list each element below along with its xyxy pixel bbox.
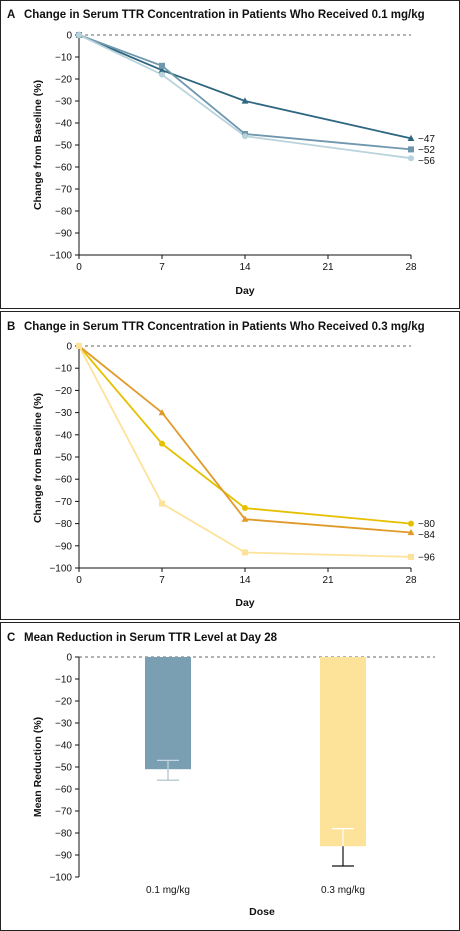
panel-a-ytick-label: −100 xyxy=(49,251,72,262)
panel-c-ytick-label: 0 xyxy=(66,653,72,664)
panel-b-series-2-point xyxy=(241,515,249,522)
panel-a-series-2-point xyxy=(408,146,414,153)
panel-b-series-1-point xyxy=(242,505,248,512)
panel-a-series-3-point xyxy=(242,133,248,140)
panel-a-xtick-label: 21 xyxy=(322,262,334,273)
panel-a-label: A xyxy=(7,9,15,21)
panel-a-xtick-label: 7 xyxy=(159,262,165,273)
panel-a-xtick-label: 14 xyxy=(239,262,251,273)
panel-b-series-3-end-label: −96 xyxy=(418,552,435,563)
panel-b-series-2-point xyxy=(158,409,166,416)
panel-b-xtick-label: 28 xyxy=(405,575,417,586)
panel-c-ytick-label: −100 xyxy=(49,873,72,884)
panel-c-ytick-label: −80 xyxy=(55,829,72,840)
panel-b-plot: 0 −10 −20 −30 −40 −50 −60 −70 −80 −90 −100 0 7 14 21 28… xyxy=(49,342,435,587)
panel-a-frame xyxy=(0,0,460,309)
panel-b-ytick-label: −50 xyxy=(55,453,72,464)
panel-a-ytick-label: −20 xyxy=(55,75,72,86)
panel-a-series-line-3 xyxy=(78,34,412,160)
panel-a-series-3-point xyxy=(76,32,82,38)
panel-b-xtick-label: 0 xyxy=(76,575,82,586)
panel-a-series-2-point xyxy=(159,62,165,69)
panel-a-xtick-label: 28 xyxy=(405,262,417,273)
panel-c-bar-1 xyxy=(145,657,191,770)
panel-a-series-3-point xyxy=(408,155,414,162)
panel-a-series-line-1 xyxy=(78,34,412,140)
panel-c-xlabel: Dose xyxy=(249,906,275,918)
panel-b-series-1-point xyxy=(408,520,414,527)
panel-c-ytick-label: −30 xyxy=(55,719,72,730)
panel-a-ytick-label: −70 xyxy=(55,185,72,196)
panel-c-ytick-label: −50 xyxy=(55,763,72,774)
panel-c-category-label-2: 0.3 mg/kg xyxy=(321,885,365,896)
panel-a-xlabel: Day xyxy=(235,285,254,297)
panel-a-ytick-label: −40 xyxy=(55,119,72,130)
panel-b-ytick-label: 0 xyxy=(66,342,72,353)
panel-a-ylabel: Change from Baseline (%) xyxy=(32,80,44,210)
panel-a-ytick-label: 0 xyxy=(66,31,72,42)
panel-a-xtick-label: 0 xyxy=(76,262,82,273)
panel-c-ytick-label: −10 xyxy=(55,675,72,686)
panel-b-series-2-point xyxy=(407,528,415,536)
panel-b-ytick-label: −20 xyxy=(55,386,72,397)
panel-c-plot: 0 −10 −20 −30 −40 −50 −60 −70 −80 −90 −100 0.1 mg/k… xyxy=(49,653,435,896)
panel-c-ytick-label: −20 xyxy=(55,697,72,708)
panel-b-series-3-point xyxy=(242,549,248,556)
panel-c-label: C xyxy=(7,632,15,644)
panel-b-series-1-end-label: −80 xyxy=(418,519,435,530)
panel-b-ytick-label: −40 xyxy=(55,430,72,441)
panel-a-ytick-label: −90 xyxy=(55,229,72,240)
panel-a-series-3-end-label: −56 xyxy=(418,156,435,167)
panel-b-series-3-point xyxy=(76,343,82,349)
panel-b-ytick-label: −30 xyxy=(55,408,72,419)
panel-c-bar-2 xyxy=(320,657,366,847)
panel-c-ytick-label: −60 xyxy=(55,785,72,796)
panel-c-ytick-label: −40 xyxy=(55,741,72,752)
panel-a-series-1-point xyxy=(407,134,415,141)
panel-a-title: Change in Serum TTR Concentration in Pat… xyxy=(24,9,425,21)
panel-c: C Mean Reduction in Serum TTR Level at D… xyxy=(0,622,460,931)
panel-b-ylabel: Change from Baseline (%) xyxy=(32,393,44,523)
panel-a-ytick-label: −50 xyxy=(55,141,72,152)
panel-a-series-line-2 xyxy=(78,34,412,151)
panel-a-ytick-label: −80 xyxy=(55,207,72,218)
panel-b-series-1-point xyxy=(159,440,165,447)
panel-a: A Change in Serum TTR Concentration in P… xyxy=(0,0,460,309)
panel-b-series-line-1 xyxy=(78,345,412,525)
panel-c-ytick-label: −90 xyxy=(55,851,72,862)
panel-b-ytick-label: −10 xyxy=(55,364,72,375)
panel-a-series-1-point xyxy=(158,66,166,73)
panel-b-title: Change in Serum TTR Concentration in Pat… xyxy=(24,321,425,333)
panel-a-series-3-point xyxy=(159,71,165,78)
panel-b-ytick-label: −80 xyxy=(55,519,72,530)
panel-b-xtick-label: 14 xyxy=(239,575,251,586)
panel-b-xtick-label: 21 xyxy=(322,575,334,586)
panel-c-category-label-1: 0.1 mg/kg xyxy=(146,885,190,896)
panel-b: B Change in Serum TTR Concentration in P… xyxy=(0,311,460,620)
panel-a-series-1-point xyxy=(241,97,249,104)
panel-b-series-3-point xyxy=(408,553,414,560)
panel-a-ytick-label: −10 xyxy=(55,53,72,64)
panel-b-series-line-3 xyxy=(78,345,412,558)
panel-c-ytick-label: −70 xyxy=(55,807,72,818)
panel-b-series-3-point xyxy=(159,500,165,507)
panel-a-series-1-end-label: −47 xyxy=(418,134,435,145)
panel-a-ytick-label: −60 xyxy=(55,163,72,174)
panel-c-title: Mean Reduction in Serum TTR Level at Day… xyxy=(24,632,278,644)
panel-b-ytick-label: −90 xyxy=(55,541,72,552)
panel-b-label: B xyxy=(7,321,15,333)
panel-c-ylabel: Mean Reduction (%) xyxy=(32,717,44,817)
panel-b-ytick-label: −60 xyxy=(55,475,72,486)
panel-b-series-2-end-label: −84 xyxy=(418,530,435,541)
panel-a-series-2-end-label: −52 xyxy=(418,145,435,156)
panel-b-xlabel: Day xyxy=(235,597,254,609)
panel-a-ytick-label: −30 xyxy=(55,97,72,108)
panel-b-ytick-label: −100 xyxy=(49,564,72,575)
panel-b-xtick-label: 7 xyxy=(159,575,165,586)
panel-b-ytick-label: −70 xyxy=(55,497,72,508)
panel-a-plot: 0 −10 −20 −30 −40 −50 −60 −70 −80 −90 −100 0 7 14 21 28… xyxy=(49,31,435,274)
panel-c-frame xyxy=(0,622,460,931)
panel-b-series-line-2 xyxy=(78,345,412,534)
